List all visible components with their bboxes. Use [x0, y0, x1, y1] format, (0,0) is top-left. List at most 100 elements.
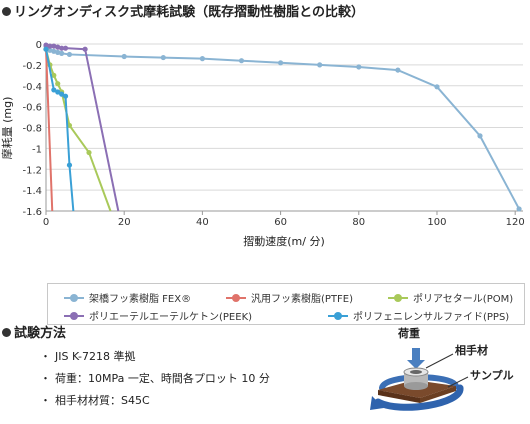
legend-item: ポリフェニレンサルファイド(PPS)	[328, 308, 509, 323]
y-tick-label: -1.6	[22, 207, 42, 218]
wear-chart: 0-0.2-0.4-0.6-0.8-1-1.2-1.4-1.60 20 40 60 80…	[0, 40, 525, 248]
legend-item: 汎用フッ素樹脂(PTFE)	[226, 290, 353, 305]
series	[43, 43, 522, 212]
grid-lines	[46, 43, 523, 212]
data-point	[516, 206, 522, 212]
load-arrow-icon	[407, 348, 425, 369]
legend-item: ポリエーテルエーテルケトン(PEEK)	[64, 308, 252, 323]
data-point	[317, 62, 323, 68]
data-point	[59, 45, 65, 51]
legend-swatch	[328, 311, 348, 321]
counter-ring-bottom	[404, 382, 428, 390]
legend-item: ポリアセタール(POM)	[388, 290, 513, 305]
data-point	[434, 84, 440, 90]
data-point	[62, 45, 69, 51]
data-point	[51, 43, 57, 49]
method-bullet: ・	[40, 350, 51, 363]
method-item: ・荷重：10MPa 一定、時間各プロット 10 分	[40, 368, 270, 390]
series-group	[43, 42, 522, 212]
method-item-text: 荷重：10MPa 一定、時間各プロット 10 分	[55, 372, 270, 385]
x-axis-label: 摺動速度(m/ 分)	[243, 234, 325, 248]
sample-disk-side	[420, 386, 456, 403]
method-item: ・ JIS K-7218 準拠	[40, 346, 270, 368]
legend-label: ポリエーテルエーテルケトン(PEEK)	[89, 312, 253, 323]
series	[43, 46, 75, 212]
legend-swatch	[388, 293, 408, 303]
sample-label: サンプル	[470, 369, 514, 382]
data-point	[277, 60, 284, 66]
data-point	[356, 64, 362, 70]
test-diagram: 荷重 相手材 サンプル	[360, 322, 530, 420]
x-tick-label: 0	[43, 217, 49, 228]
data-point	[43, 42, 49, 48]
x-tick-label: 60	[274, 217, 287, 228]
y-tick-label: -1	[32, 144, 42, 155]
legend-label: 架橋フッ素樹脂 FEX®	[89, 294, 192, 305]
data-point	[51, 72, 57, 78]
legend-label: ポリアセタール(POM)	[413, 294, 514, 305]
bullet-dot-icon	[2, 328, 11, 337]
y-tick-label: -0.6	[22, 103, 42, 114]
method-item: ・相手材材質：S45C	[40, 390, 270, 412]
method-item-text: JIS K-7218 準拠	[55, 350, 136, 363]
legend-swatch	[226, 293, 246, 303]
legend-label: ポリフェニレンサルファイド(PPS)	[353, 312, 510, 323]
method-title-text: 試験方法	[14, 326, 67, 341]
chart-axes	[45, 44, 523, 215]
data-point	[66, 162, 73, 168]
sample-disk-edge	[378, 390, 420, 403]
data-point	[62, 93, 69, 99]
data-point	[55, 49, 61, 55]
legend-label: 汎用フッ素樹脂(PTFE)	[251, 294, 354, 305]
data-point	[86, 149, 92, 156]
y-tick-label: -1.2	[22, 165, 42, 176]
x-tick-label: 120	[506, 217, 525, 228]
y-tick-label: -0.8	[22, 124, 42, 135]
legend-item: 架橋フッ素樹脂 FEX®	[64, 290, 191, 305]
chart-legend: 架橋フッ素樹脂 FEX® 汎用フッ素樹脂(PTFE) ポリアセタール(POM) ポリエ…	[47, 283, 525, 325]
chart-title-text: リングオンディスク式摩耗試験（既存摺動性樹脂との比較）	[14, 5, 364, 20]
data-point	[199, 56, 205, 62]
series	[43, 42, 120, 212]
x-tick-label: 100	[427, 217, 446, 228]
data-point	[55, 81, 61, 87]
method-bullet: ・	[40, 372, 51, 385]
data-point	[238, 58, 245, 64]
x-tick-label: 40	[196, 217, 209, 228]
sample-leader-line	[447, 376, 469, 388]
data-point	[55, 44, 61, 50]
counter-material-label: 相手材	[455, 344, 488, 357]
data-point	[47, 43, 53, 49]
legend-swatch	[64, 293, 84, 303]
y-tick-label: -1.4	[22, 186, 42, 197]
method-title: 試験方法	[2, 322, 66, 341]
series-line	[45, 49, 54, 212]
data-point	[47, 47, 53, 53]
method-item-text: 相手材材質：S45C	[55, 394, 150, 407]
x-tick-label: 80	[352, 217, 365, 228]
rotation-arrowhead-icon	[370, 396, 384, 410]
y-tick-label: -0.4	[22, 82, 42, 93]
tick-labels: 0-0.2-0.4-0.6-0.8-1-1.2-1.4-1.60 20 40 60 80…	[22, 40, 524, 228]
method-list: ・ JIS K-7218 準拠 ・荷重：10MPa 一定、時間各プロット 10 分…	[40, 346, 270, 412]
data-point	[66, 51, 73, 58]
data-point	[82, 46, 88, 52]
data-point	[59, 50, 65, 56]
ring-on-disk-illustration	[370, 348, 469, 411]
method-bullet: ・	[40, 394, 51, 407]
series-line	[45, 44, 120, 212]
counter-leader-line	[425, 353, 454, 369]
data-point	[55, 89, 61, 95]
data-point	[477, 133, 483, 139]
load-label: 荷重	[398, 327, 420, 340]
data-point	[51, 48, 57, 54]
data-point	[395, 67, 401, 73]
counter-ring-hole	[410, 370, 422, 374]
legend-swatch	[64, 311, 84, 321]
chart-title: リングオンディスク式摩耗試験（既存摺動性樹脂との比較）	[2, 1, 364, 20]
rotation-arrow-front	[374, 384, 464, 411]
y-tick-label: -0.2	[22, 61, 42, 72]
data-point	[160, 54, 166, 61]
data-point	[51, 87, 57, 93]
x-tick-label: 20	[118, 217, 131, 228]
